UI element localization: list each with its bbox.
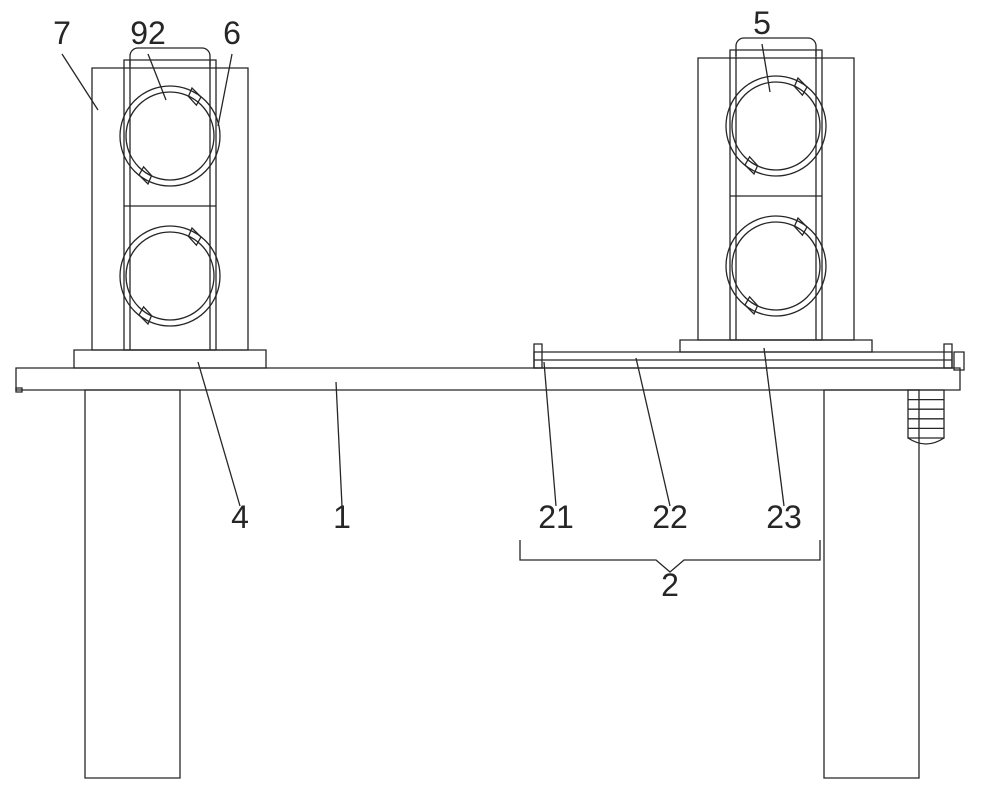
motor-cap [908,438,944,444]
leader-5 [336,382,342,506]
left-cell-0-ring-outer [120,86,220,186]
table-leg-left [85,390,180,778]
leader-7 [636,358,670,506]
callout-label-5: 5 [753,5,771,41]
right-cell-0-ring-outer [726,76,826,176]
callout-label-1: 1 [333,499,351,535]
right-rail-endcap-r [944,344,952,368]
callout-label-92: 92 [130,15,166,51]
left-base-plate [74,350,266,368]
right-outer-frame [698,58,854,340]
table-leg-right [824,390,919,778]
leader-3 [762,44,770,92]
leader-4 [198,362,240,506]
callout-label-21: 21 [538,499,574,535]
left-outer-frame [92,68,248,350]
callout-label-6: 6 [223,15,241,51]
right-cell-1-ring-inner [732,222,820,310]
leader-1 [148,54,166,100]
table-top [16,368,960,390]
right-cell-0-ring-inner [732,82,820,170]
right-cell-1-ring-outer [726,216,826,316]
callout-label-2: 2 [661,567,679,603]
callout-label-7: 7 [53,15,71,51]
right-rail-endcap-l [534,344,542,368]
callout-label-22: 22 [652,499,688,535]
leader-6 [544,362,556,506]
left-cell-1-ring-inner [126,232,214,320]
right-handle [736,38,816,56]
callout-label-4: 4 [231,499,249,535]
left-cell-1-ring-outer [120,226,220,326]
callout-label-23: 23 [766,499,802,535]
leader-8 [764,348,784,506]
leader-2 [218,54,232,126]
right-slider-plate [680,340,872,352]
table-nub-right [954,352,964,370]
left-cell-0-ring-inner [126,92,214,180]
motor-body [908,390,944,438]
